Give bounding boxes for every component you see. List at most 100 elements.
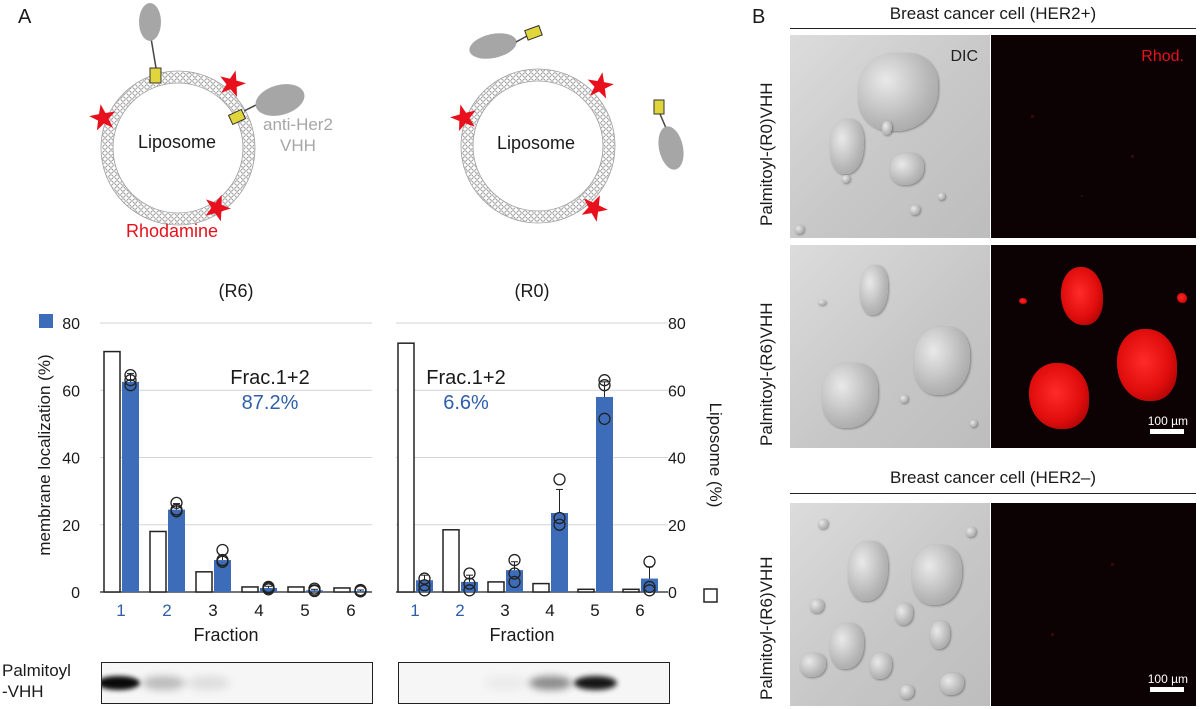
annotation-value: 6.6%: [443, 392, 489, 414]
y-tick-label: 60: [62, 383, 80, 400]
vhh-free-right: [653, 99, 684, 170]
data-point: [598, 374, 611, 387]
chart-title: (R0): [515, 281, 550, 301]
data-point: [643, 584, 656, 597]
x-tick-label: 6: [635, 601, 644, 620]
vhh-left-top: [139, 3, 162, 84]
scale-bar-label: 100 µm: [1147, 672, 1188, 686]
bar-open: [103, 350, 121, 593]
western-blot-r0: [398, 662, 670, 704]
vhh-left-right: [227, 84, 305, 126]
vhh-free-top: [469, 24, 543, 59]
bar-open: [195, 571, 213, 593]
rhodamine-star: [220, 70, 246, 98]
bar-open: [397, 342, 415, 593]
y-tick-label: 20: [668, 518, 686, 535]
x-tick-label: 1: [410, 601, 419, 620]
row-label-r6: Palmitoyl-(R6)VHH: [757, 302, 776, 446]
x-tick-label: 3: [500, 601, 509, 620]
header-her2-positive: Breast cancer cell (HER2+): [889, 4, 1097, 23]
blot-band: [102, 676, 140, 690]
legend-open-swatch: [703, 588, 718, 603]
row-label-r0: Palmitoyl-(R0)VHH: [757, 82, 776, 226]
rhodamine-star: [205, 194, 231, 222]
x-axis-label: Fraction: [193, 625, 258, 645]
y-tick-label: 40: [62, 451, 80, 468]
bar-filled: [352, 590, 369, 592]
data-point: [508, 567, 521, 580]
data-point: [262, 580, 275, 594]
micrograph-her2neg-dic: [790, 503, 990, 706]
y-axis-label: membrane localization (%): [35, 354, 54, 555]
rhodamine-star: [450, 104, 476, 132]
liposome-label-left: Liposome: [138, 132, 217, 152]
bar-open: [532, 582, 550, 593]
data-point: [354, 583, 367, 597]
x-axis-label: Fraction: [489, 625, 554, 645]
y-tick-label: 40: [668, 451, 686, 468]
header-her2-negative: Breast cancer cell (HER2–): [890, 468, 1096, 487]
data-point: [463, 584, 476, 597]
bar-open: [333, 587, 351, 593]
blot-band: [142, 676, 185, 690]
liposome-left: [100, 70, 256, 226]
panel-letter-a: A: [18, 6, 32, 28]
micrograph-r0-dic: DIC: [790, 35, 990, 238]
bar-open: [487, 581, 505, 593]
bar-filled: [596, 396, 613, 592]
liposome-label-right: Liposome: [497, 133, 576, 153]
annotation-label: Frac.1+2: [230, 367, 309, 389]
x-tick-label: 5: [590, 601, 599, 620]
x-tick-label: 5: [300, 601, 309, 620]
bar-open: [442, 529, 460, 593]
y-tick-label: 0: [71, 585, 80, 602]
panel-letter-b: B: [752, 6, 766, 28]
rhodamine-stars: [89, 70, 614, 222]
bar-filled: [416, 580, 433, 592]
data-point: [216, 543, 229, 557]
data-point: [553, 511, 566, 525]
row-label-r6-her2neg: Palmitoyl-(R6)VHH: [757, 556, 776, 700]
header-rule-bottom: [790, 493, 1196, 494]
data-point: [170, 503, 183, 516]
data-point: [463, 577, 476, 590]
x-tick-label: 2: [455, 601, 464, 620]
data-point: [553, 518, 566, 531]
y-tick-label: 0: [668, 585, 677, 602]
western-blot-r6: [101, 662, 373, 704]
bar-filled: [260, 587, 277, 592]
rhodamine-star: [587, 72, 614, 99]
bar-open: [149, 530, 167, 593]
micrograph-r0-rhod: Rhod.: [991, 35, 1196, 238]
data-point: [553, 473, 566, 486]
y-tick-label: 80: [62, 316, 80, 333]
blot-band: [187, 676, 230, 690]
data-point: [508, 575, 521, 589]
data-point: [170, 496, 183, 510]
data-point: [418, 584, 431, 597]
blot-label: Palmitoyl -VHH: [2, 661, 71, 701]
bar-filled: [168, 509, 185, 592]
rhodamine-star: [89, 104, 116, 131]
scale-bar-label: 100 µm: [1147, 414, 1188, 428]
data-point: [418, 579, 431, 592]
scale-bar: [1150, 429, 1184, 434]
y-tick-label: 80: [668, 316, 686, 333]
y-axis-label: Liposome (%): [706, 403, 725, 508]
bar-open: [622, 588, 640, 593]
annotation-value: 87.2%: [242, 392, 299, 414]
bar-filled: [306, 590, 323, 592]
y-tick-label: 20: [62, 518, 80, 535]
dic-label: DIC: [950, 48, 978, 65]
bar-filled: [214, 560, 231, 592]
bar-open: [577, 588, 595, 593]
data-point: [418, 572, 431, 585]
x-tick-label: 2: [162, 601, 171, 620]
x-tick-label: 4: [254, 601, 263, 620]
data-point: [124, 374, 137, 387]
liposome-right: [460, 68, 616, 224]
data-point: [508, 553, 521, 567]
rhodamine-star: [581, 195, 608, 222]
micrograph-r6-dic: [790, 245, 990, 448]
